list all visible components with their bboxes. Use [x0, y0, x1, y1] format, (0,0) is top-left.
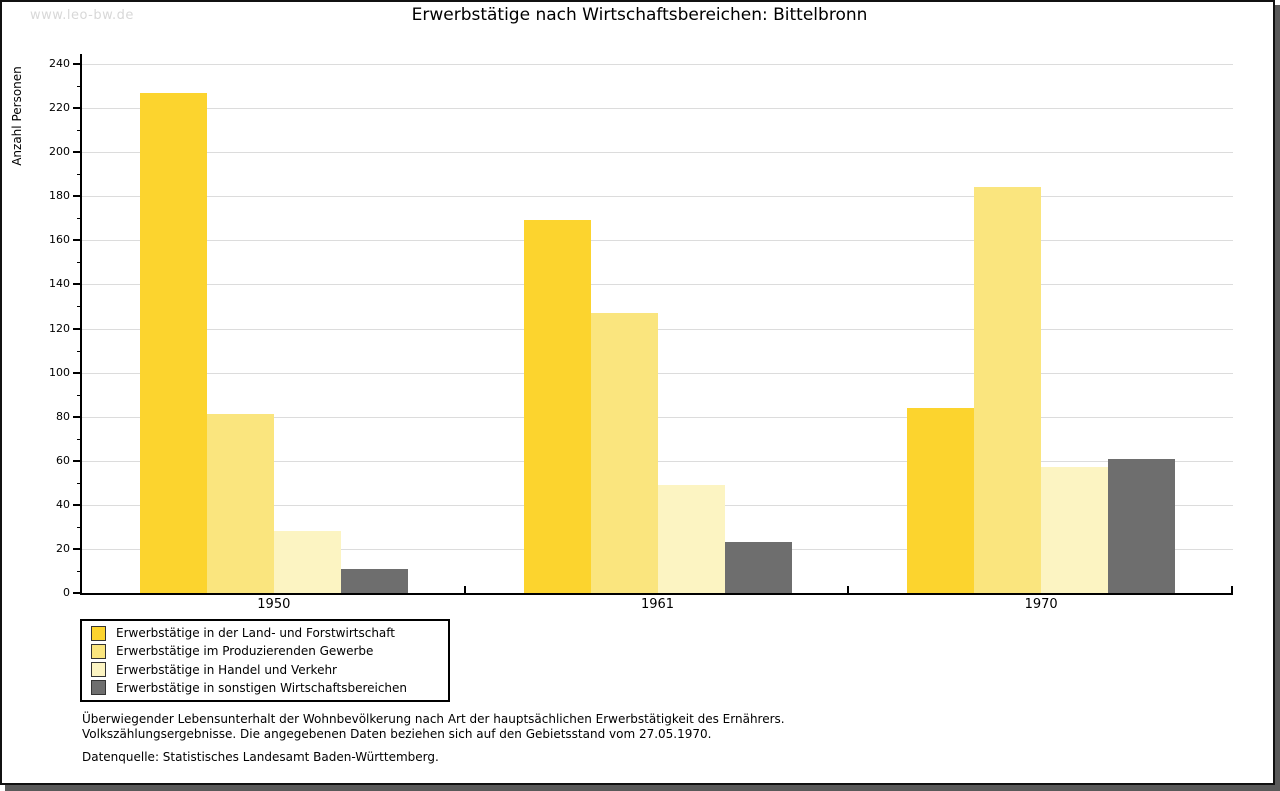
y-tick-label: 60 [56, 453, 70, 467]
y-tick [73, 371, 82, 374]
watermark: www.leo-bw.de [30, 8, 134, 23]
gridline [82, 372, 1233, 374]
source-line: Datenquelle: Statistisches Landesamt Bad… [82, 750, 439, 764]
footnote-line-1: Überwiegender Lebensunterhalt der Wohnbe… [82, 712, 785, 726]
y-tick-label: 200 [49, 145, 70, 159]
frame-shadow-bottom [5, 785, 1275, 791]
gridline [82, 328, 1233, 330]
y-tick [73, 151, 82, 154]
y-tick [73, 327, 82, 330]
bar-1950-series-3 [273, 531, 341, 593]
y-tick [73, 239, 82, 242]
y-minor-tick [77, 306, 82, 308]
legend-items: Erwerbstätige in der Land- und Forstwirt… [88, 624, 442, 697]
legend-item: Erwerbstätige in sonstigen Wirtschaftsbe… [88, 679, 442, 697]
footnote-line-2: Volkszählungsergebnisse. Die angegebenen… [82, 727, 712, 741]
legend-item: Erwerbstätige in Handel und Verkehr [88, 661, 442, 679]
bar-1961-series-2 [590, 313, 658, 593]
gridline [82, 240, 1233, 242]
legend-label: Erwerbstätige im Produzierenden Gewerbe [116, 644, 374, 659]
bar-1970-series-1 [907, 407, 975, 593]
legend-label: Erwerbstätige in Handel und Verkehr [116, 662, 337, 677]
legend-box: Erwerbstätige in der Land- und Forstwirt… [80, 619, 450, 702]
legend-label: Erwerbstätige in der Land- und Forstwirt… [116, 626, 395, 641]
bar-1970-series-4 [1108, 458, 1176, 593]
legend-swatch-icon [91, 643, 106, 659]
y-tick-label: 140 [49, 277, 70, 291]
bar-1950-series-1 [139, 92, 207, 593]
chart-title: Erwerbstätige nach Wirtschaftsbereichen:… [411, 5, 868, 25]
y-minor-tick [77, 482, 82, 484]
y-minor-tick [77, 218, 82, 220]
y-minor-tick [77, 570, 82, 572]
y-tick-label: 100 [49, 365, 70, 379]
bar-1950-series-2 [206, 414, 274, 593]
category-label: 1961 [640, 597, 675, 612]
y-tick [73, 547, 82, 550]
bar-1961-series-1 [523, 220, 591, 593]
y-minor-tick [77, 394, 82, 396]
y-minor-tick [77, 174, 82, 176]
frame-shadow-right [1275, 5, 1280, 791]
gridline [82, 152, 1233, 154]
x-axis-line [80, 593, 1233, 595]
y-tick [73, 283, 82, 286]
y-tick-label: 180 [49, 189, 70, 203]
bar-1970-series-3 [1041, 467, 1109, 593]
legend-label: Erwerbstätige in sonstigen Wirtschaftsbe… [116, 680, 408, 695]
y-tick [73, 107, 82, 110]
x-tick [463, 586, 466, 593]
gridline [82, 64, 1233, 65]
y-tick [73, 592, 82, 594]
legend-item: Erwerbstätige in der Land- und Forstwirt… [88, 624, 442, 642]
y-tick [73, 503, 82, 506]
y-minor-tick [77, 438, 82, 440]
category-label: 1970 [1024, 597, 1058, 612]
y-tick-label: 120 [49, 321, 70, 335]
bar-1961-series-4 [724, 542, 792, 593]
gridline [82, 416, 1233, 418]
x-tick [847, 586, 850, 593]
bar-1950-series-4 [340, 568, 408, 593]
y-tick-label: 240 [49, 57, 70, 70]
y-tick-label: 80 [56, 409, 70, 423]
bar-1961-series-3 [657, 484, 725, 593]
y-axis-line [80, 54, 82, 595]
y-tick [73, 415, 82, 418]
y-tick [73, 195, 82, 198]
x-tick [1231, 586, 1233, 593]
bar-1970-series-2 [974, 187, 1042, 593]
y-tick-label: 220 [49, 101, 70, 115]
y-minor-tick [77, 262, 82, 264]
y-minor-tick [77, 86, 82, 88]
legend-swatch-icon [91, 662, 106, 678]
y-minor-tick [77, 350, 82, 352]
legend-swatch-icon [91, 680, 106, 696]
y-minor-tick [77, 130, 82, 132]
legend-item: Erwerbstätige im Produzierenden Gewerbe [88, 642, 442, 660]
y-tick-label: 40 [56, 497, 70, 511]
category-label: 1950 [257, 597, 291, 612]
gridline [82, 196, 1233, 198]
y-tick [73, 459, 82, 462]
y-tick-label: 20 [56, 541, 70, 555]
y-tick-label: 0 [63, 586, 70, 599]
gridline [82, 460, 1233, 462]
legend-swatch-icon [91, 625, 106, 641]
y-minor-tick [77, 526, 82, 528]
gridline [82, 108, 1233, 110]
gridline [82, 284, 1233, 286]
y-tick [73, 63, 82, 65]
y-tick-label: 160 [49, 233, 70, 247]
